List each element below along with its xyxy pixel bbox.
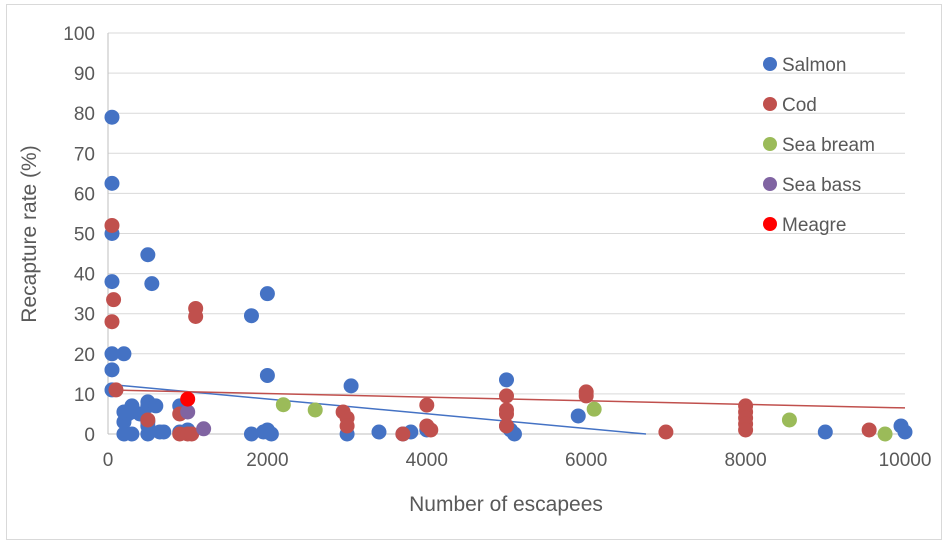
point-cod xyxy=(578,388,594,404)
chart-frame xyxy=(6,4,942,540)
point-cod xyxy=(106,292,122,308)
x-tick-label: 2000 xyxy=(246,450,288,471)
point-cod xyxy=(108,382,124,398)
x-tick-label: 4000 xyxy=(406,450,448,471)
point-meagre xyxy=(180,391,196,407)
point-salmon xyxy=(243,426,259,442)
point-cod xyxy=(419,397,435,413)
point-cod xyxy=(339,418,355,434)
legend-marker-sea-bass xyxy=(763,177,777,191)
point-salmon xyxy=(124,426,140,442)
x-axis-title: Number of escapees xyxy=(409,493,603,516)
point-sea-bass xyxy=(196,421,212,437)
point-cod xyxy=(140,412,156,428)
point-salmon xyxy=(140,426,156,442)
point-cod xyxy=(188,309,204,325)
legend-marker-salmon xyxy=(763,57,777,71)
point-salmon xyxy=(144,276,160,292)
grid-lines xyxy=(108,32,905,395)
y-tick-label: 80 xyxy=(74,104,95,125)
point-salmon xyxy=(156,424,172,440)
point-sea-bream xyxy=(586,401,602,417)
x-tick-label: 6000 xyxy=(565,450,607,471)
y-tick-label: 30 xyxy=(74,305,95,326)
point-salmon xyxy=(263,426,279,442)
point-salmon xyxy=(343,378,359,394)
point-cod xyxy=(184,426,200,442)
legend: Salmon Cod Sea bream Sea bass Meagre xyxy=(763,55,875,236)
point-salmon xyxy=(104,274,120,290)
legend-label-sea-bream: Sea bream xyxy=(782,135,875,156)
y-tick-label: 0 xyxy=(84,425,95,446)
point-cod xyxy=(104,217,120,233)
x-tick-labels: 0 2000 4000 6000 8000 10000 xyxy=(103,450,932,471)
point-salmon xyxy=(897,424,913,440)
point-cod xyxy=(861,422,877,438)
point-sea-bream xyxy=(877,426,893,442)
data-points xyxy=(104,109,913,442)
point-salmon xyxy=(570,408,586,424)
point-salmon xyxy=(104,346,120,362)
legend-marker-meagre xyxy=(763,217,777,231)
y-tick-label: 50 xyxy=(74,225,95,246)
point-cod xyxy=(499,418,514,434)
legend-label-sea-bass: Sea bass xyxy=(782,175,861,196)
y-tick-label: 40 xyxy=(74,265,95,286)
x-tick-label: 8000 xyxy=(724,450,766,471)
x-tick-label: 10000 xyxy=(879,450,932,471)
point-sea-bream xyxy=(275,397,291,413)
x-tick-label: 0 xyxy=(103,450,114,471)
legend-label-meagre: Meagre xyxy=(782,215,846,236)
point-cod xyxy=(104,314,120,330)
legend-label-salmon: Salmon xyxy=(782,55,846,76)
y-tick-label: 100 xyxy=(63,24,95,45)
point-salmon xyxy=(104,109,120,125)
point-cod xyxy=(658,424,674,440)
point-cod xyxy=(499,406,514,422)
point-salmon xyxy=(259,286,275,302)
point-sea-bream xyxy=(781,412,797,428)
point-salmon xyxy=(140,247,156,263)
y-tick-label: 20 xyxy=(74,345,95,366)
point-salmon xyxy=(259,367,275,383)
point-cod xyxy=(423,422,439,438)
point-salmon xyxy=(104,362,120,378)
point-salmon xyxy=(148,398,164,414)
point-salmon xyxy=(371,424,387,440)
point-sea-bass xyxy=(180,404,196,420)
y-tick-label: 70 xyxy=(74,144,95,165)
legend-marker-cod xyxy=(763,97,777,111)
legend-marker-sea-bream xyxy=(763,137,777,151)
point-salmon xyxy=(817,424,833,440)
point-salmon xyxy=(499,372,514,388)
y-tick-label: 90 xyxy=(74,64,95,85)
point-cod xyxy=(395,426,411,442)
point-cod xyxy=(499,388,514,404)
point-salmon xyxy=(116,346,132,362)
y-tick-label: 10 xyxy=(74,385,95,406)
legend-label-cod: Cod xyxy=(782,95,817,116)
point-cod xyxy=(738,422,754,438)
point-sea-bream xyxy=(307,402,323,418)
point-salmon xyxy=(104,175,120,191)
point-salmon xyxy=(243,308,259,324)
y-tick-labels: 0 10 20 30 40 50 60 70 80 90 100 xyxy=(63,24,95,446)
y-axis-title: Recapture rate (%) xyxy=(18,145,41,322)
y-tick-label: 60 xyxy=(74,184,95,205)
